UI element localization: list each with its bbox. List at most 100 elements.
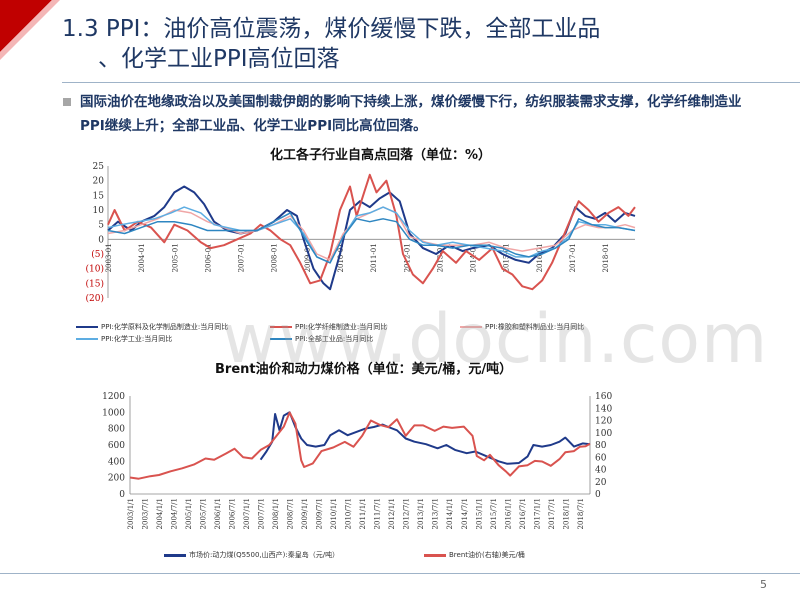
x-tick-label: 2006/1/1 [214,498,222,529]
slide-title-line-1: 1.3 PPI：油价高位震荡，煤价缓慢下跌，全部工业品 [62,16,601,42]
x-tick-label: 2015/7/1 [490,498,498,529]
chart1-legend-item: PPI:橡胶和塑料制品业:当月同比 [460,322,584,332]
y-tick-label: (20) [86,293,104,304]
x-tick-label: 2003/7/1 [142,498,150,529]
right-y-tick-label: 40 [595,466,607,476]
x-tick-label: 2018/1/1 [562,498,570,529]
page-number: 5 [760,578,767,591]
x-tick-label: 2004/7/1 [171,498,179,529]
x-tick-label: 2009/1/1 [301,498,309,529]
x-tick-label: 2016-01 [536,243,544,272]
legend-swatch [164,553,186,557]
left-y-tick-label: 0 [119,490,125,500]
bullet-square-icon [63,98,71,106]
x-tick-label: 2015-01 [503,243,511,272]
legend-swatch [460,326,482,328]
x-tick-label: 2016/1/1 [504,498,512,529]
right-y-tick-label: 100 [595,429,612,439]
legend-label: 市场价:动力煤(Q5500,山西产):秦皇岛（元/吨） [189,551,340,559]
chart2-brent-coal-lines: 1200100080060040020001601401201008060402… [102,392,612,529]
chart1-legend-item: PPI:全部工业品:当月同比 [270,334,373,344]
legend-swatch [424,553,446,557]
y-tick-label: 20 [93,177,105,187]
series-line-0 [259,411,591,465]
right-y-tick-label: 160 [595,392,612,402]
legend-swatch [76,326,98,328]
x-tick-label: 2006-01 [204,243,212,272]
left-y-tick-label: 1200 [102,392,125,402]
x-tick-label: 2018-01 [602,243,610,272]
chart1-title: 化工各子行业自高点回落（单位：%） [270,148,492,163]
left-y-tick-label: 600 [108,441,125,451]
x-tick-label: 2014-01 [470,243,478,272]
chart1-legend-item: PPI:化学工业:当月同比 [76,334,172,344]
bullet-text: 国际油价在地缘政治以及美国制裁伊朗的影响下持续上涨，煤价缓慢下行，纺织服装需求支… [80,94,742,134]
y-tick-label: (5) [91,249,104,260]
x-tick-label: 2017/1/1 [533,498,541,529]
left-y-tick-label: 1000 [102,408,125,418]
left-y-tick-label: 800 [108,425,125,435]
series-line-1 [129,411,591,480]
chart2-legend-item: 市场价:动力煤(Q5500,山西产):秦皇岛（元/吨） [164,550,339,560]
legend-label: PPI:化学纤维制造业:当月同比 [295,323,388,331]
x-tick-label: 2010/1/1 [330,498,338,529]
slide-title: 1.3 PPI：油价高位震荡，煤价缓慢下跌，全部工业品 、化学工业PPI高位回落 [62,14,762,74]
y-tick-label: 15 [93,191,105,201]
y-tick-label: 0 [98,235,104,245]
y-tick-label: (10) [86,264,104,275]
title-divider [62,82,800,83]
x-tick-label: 2004/1/1 [156,498,164,529]
x-tick-label: 2010/7/1 [345,498,353,529]
left-y-tick-label: 400 [108,457,125,467]
legend-swatch [270,326,292,328]
right-y-tick-label: 140 [595,404,612,414]
x-tick-label: 2004-01 [138,243,146,272]
x-tick-label: 2007/7/1 [258,498,266,529]
chart1-legend-item: PPI:化学纤维制造业:当月同比 [270,322,387,332]
x-tick-label: 2018/7/1 [577,498,585,529]
x-tick-label: 2012-01 [403,243,411,272]
y-tick-label: 25 [93,162,105,172]
right-y-tick-label: 80 [595,441,607,451]
series-line-4 [107,212,636,264]
header-corner-accent [0,0,60,60]
x-tick-label: 2011/7/1 [374,498,382,529]
x-tick-label: 2013/1/1 [417,498,425,529]
series-line-1 [107,173,636,291]
legend-label: PPI:化学原料及化学制品制造业:当月同比 [101,323,229,331]
x-tick-label: 2009/7/1 [316,498,324,529]
right-y-tick-label: 120 [595,417,612,427]
legend-label: PPI:化学工业:当月同比 [101,335,173,343]
x-tick-label: 2008/1/1 [272,498,280,529]
right-y-tick-label: 20 [595,478,607,488]
x-tick-label: 2014/7/1 [461,498,469,529]
x-tick-label: 2016/7/1 [519,498,527,529]
watermark: www.docin.com [222,300,769,379]
left-y-tick-label: 200 [108,474,125,484]
x-tick-label: 2003/1/1 [127,498,135,529]
x-tick-label: 2013-01 [436,243,444,272]
legend-label: PPI:全部工业品:当月同比 [295,335,374,343]
x-tick-label: 2013/7/1 [432,498,440,529]
x-tick-label: 2005/7/1 [200,498,208,529]
x-tick-label: 2008/7/1 [287,498,295,529]
x-tick-label: 2005/1/1 [185,498,193,529]
y-tick-label: 10 [93,206,105,216]
y-tick-label: (15) [86,278,104,289]
y-tick-label: 5 [98,221,104,231]
x-tick-label: 2008-01 [271,243,279,272]
series-line-0 [107,185,636,291]
x-tick-label: 2012/1/1 [388,498,396,529]
x-tick-label: 2017-01 [569,243,577,272]
x-tick-label: 2007-01 [238,243,246,272]
chart2-title: Brent油价和动力煤价格（单位：美元/桶，元/吨） [215,362,513,377]
right-y-tick-label: 0 [595,490,601,500]
x-tick-label: 2014/1/1 [446,498,454,529]
x-tick-label: 2012/7/1 [403,498,411,529]
chart1-ppi-lines: 25 20 15 10 5 0 (5) (10) (15) (20) 2003-01 2004-01 2… [86,162,636,304]
x-tick-label: 2011-01 [370,243,378,272]
legend-label: PPI:橡胶和塑料制品业:当月同比 [485,323,585,331]
x-tick-label: 2005-01 [171,243,179,272]
x-tick-label: 2007/1/1 [243,498,251,529]
slide-title-line-2: 、化学工业PPI高位回落 [98,46,340,72]
